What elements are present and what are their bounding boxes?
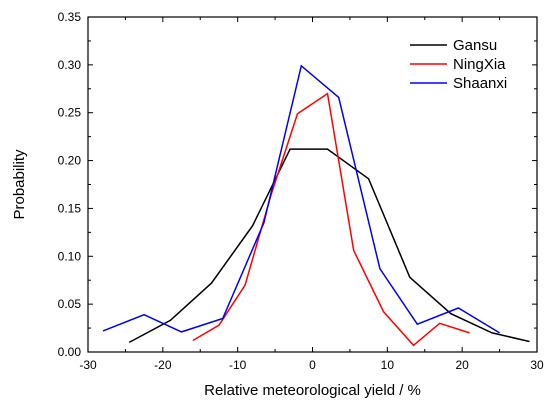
y-axis-ticks: 0.00 0.05 0.10 0.15 0.20 0.25 0.30 0.35 bbox=[58, 10, 537, 359]
legend-label-ningxia: NingXia bbox=[453, 56, 506, 73]
series-layer bbox=[102, 64, 530, 347]
x-tick-label: -20 bbox=[154, 358, 172, 372]
x-tick-label: 20 bbox=[455, 358, 469, 372]
legend: Gansu NingXia Shaanxi bbox=[410, 37, 507, 92]
x-tick-label: 0 bbox=[309, 358, 316, 372]
y-tick-label: 0.35 bbox=[58, 10, 82, 24]
x-tick-label: 30 bbox=[530, 358, 544, 372]
y-tick-label: 0.25 bbox=[58, 106, 82, 120]
y-axis-title: Probability bbox=[11, 149, 28, 220]
series-line-ningxia bbox=[192, 92, 470, 347]
x-tick-label: 10 bbox=[381, 358, 395, 372]
x-tick-label: -10 bbox=[229, 358, 247, 372]
x-axis-title: Relative meteorological yield / % bbox=[204, 382, 421, 399]
series-line-shaanxi bbox=[102, 64, 500, 334]
y-tick-label: 0.05 bbox=[58, 297, 82, 311]
series-line-gansu bbox=[128, 148, 530, 344]
y-tick-label: 0.15 bbox=[58, 201, 82, 215]
y-tick-label: 0.30 bbox=[58, 58, 82, 72]
legend-label-gansu: Gansu bbox=[453, 37, 497, 54]
y-tick-label: 0.20 bbox=[58, 154, 82, 168]
y-tick-label: 0.00 bbox=[58, 345, 82, 359]
x-axis-ticks: -30 -20 -10 0 10 20 30 bbox=[79, 17, 544, 372]
y-tick-label: 0.10 bbox=[58, 249, 82, 263]
legend-label-shaanxi: Shaanxi bbox=[453, 75, 507, 92]
x-tick-label: -30 bbox=[79, 358, 97, 372]
